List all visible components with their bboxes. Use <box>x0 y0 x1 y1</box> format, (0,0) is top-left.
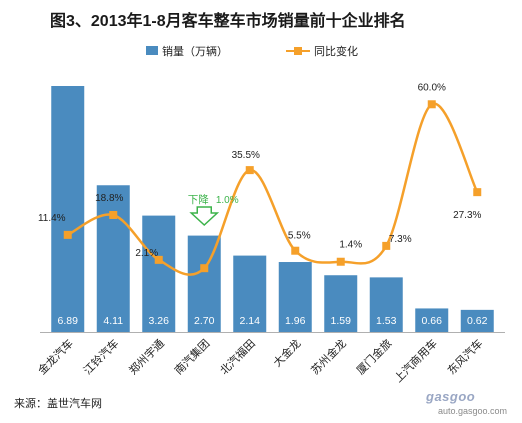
annotation-label: 下降 <box>188 193 209 206</box>
category-label-6: 大金龙 <box>270 336 303 369</box>
bar-value-label-4: 2.70 <box>194 315 215 327</box>
category-label-2: 江铃汽车 <box>80 336 121 377</box>
line-value-label-3: 2.1% <box>135 248 158 259</box>
category-label-1: 金龙汽车 <box>35 336 76 377</box>
bar-value-label-7: 1.59 <box>331 315 352 327</box>
line-value-label-8: 7.3% <box>389 234 412 245</box>
line-marker-8 <box>382 241 391 250</box>
line-value-label-7: 1.4% <box>339 240 362 251</box>
line-value-label-10: 27.3% <box>453 210 481 221</box>
legend: 销量（万辆） 同比变化 <box>146 44 358 58</box>
line-marker-3 <box>154 255 163 264</box>
chart-title: 图3、2013年1-8月客车整车市场销量前十企业排名 <box>50 13 406 30</box>
bar-2 <box>96 185 130 332</box>
category-label-10: 东风汽车 <box>444 336 485 377</box>
bar-9 <box>415 308 449 332</box>
line-marker-9 <box>427 100 436 109</box>
line-marker-10 <box>473 188 482 197</box>
line-marker-4 <box>200 264 209 273</box>
bar-6 <box>278 262 312 332</box>
watermark-brand: gasgoo <box>426 389 476 404</box>
category-label-3: 郑州宇通 <box>126 336 167 377</box>
line-marker-5 <box>245 166 254 175</box>
bar-value-label-6: 1.96 <box>285 315 306 327</box>
bar-value-label-8: 1.53 <box>376 315 397 327</box>
line-marker-6 <box>291 246 300 255</box>
legend-bar-swatch <box>146 46 158 55</box>
line-value-label-9: 60.0% <box>418 82 446 93</box>
line-value-label-6: 5.5% <box>288 231 311 242</box>
decline-arrow-icon <box>189 206 220 227</box>
legend-line-label: 同比变化 <box>314 44 358 58</box>
source-note: 来源：盖世汽车网 <box>14 398 102 410</box>
bar-4 <box>187 235 221 332</box>
bar-1 <box>51 86 85 332</box>
line-value-label-1: 11.4% <box>38 213 66 224</box>
line-marker-2 <box>109 210 118 219</box>
bar-value-label-5: 2.14 <box>240 315 261 327</box>
bar-10 <box>460 309 494 332</box>
category-label-8: 厦门金旅 <box>353 336 394 377</box>
category-label-9: 上汽商用车 <box>391 336 440 385</box>
legend-bar-label: 销量（万辆） <box>162 44 228 58</box>
bar-3 <box>142 215 176 332</box>
watermark: gasgoo auto.gasgoo.com <box>410 385 510 419</box>
line-value-label-2: 18.8% <box>95 193 123 204</box>
bar-value-label-9: 0.66 <box>422 315 443 327</box>
line-marker-7 <box>336 257 345 266</box>
annotation-value: 1.0% <box>216 195 239 206</box>
category-label-4: 南汽集团 <box>171 336 212 377</box>
line-marker-1 <box>63 230 72 239</box>
bar-8 <box>369 277 403 332</box>
bar-value-label-2: 4.11 <box>103 315 123 327</box>
line-series-path <box>67 102 479 276</box>
bar-value-label-10: 0.62 <box>467 315 488 327</box>
category-label-5: 北汽福田 <box>217 336 258 377</box>
bar-value-label-1: 6.89 <box>58 315 79 327</box>
bar-5 <box>233 255 267 332</box>
watermark-url: auto.gasgoo.com <box>438 406 508 416</box>
category-label-7: 苏州金龙 <box>308 336 349 377</box>
line-value-label-5: 35.5% <box>232 150 260 161</box>
bar-value-label-3: 3.26 <box>149 315 170 327</box>
legend-line-marker <box>294 47 302 55</box>
bar-7 <box>324 275 358 332</box>
